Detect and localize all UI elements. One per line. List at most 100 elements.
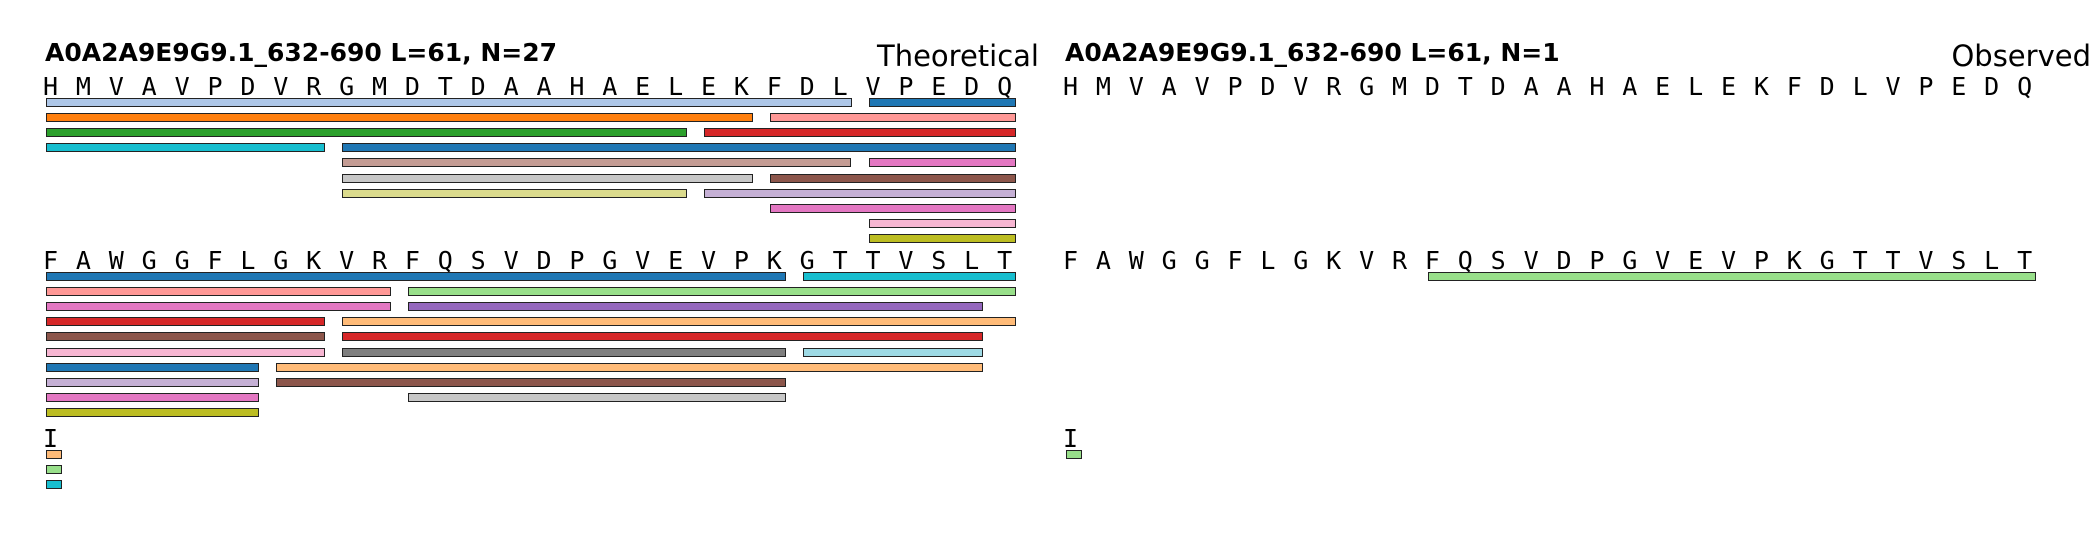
- peptide-bar: [46, 113, 753, 123]
- residue-letter: F: [207, 246, 223, 275]
- peptide-bar: [46, 362, 260, 372]
- peptide-bar: [46, 317, 326, 327]
- peptide-bar: [46, 332, 326, 342]
- residue-letter: T: [2017, 246, 2033, 275]
- residue-letter: S: [1490, 246, 1506, 275]
- residue-letter: H: [42, 72, 59, 101]
- peptide-bar: [342, 188, 687, 198]
- residue-letter: G: [1293, 246, 1309, 275]
- residue-letter: T: [1457, 72, 1473, 101]
- residue-letter: L: [832, 72, 848, 101]
- residue-letter: A: [141, 72, 157, 101]
- residue-letter: E: [668, 246, 684, 275]
- residue-letter: E: [1655, 72, 1671, 101]
- residue-letter: D: [1490, 72, 1506, 101]
- residue-letter: K: [1326, 246, 1342, 275]
- residue-letter: G: [602, 246, 618, 275]
- peptide-bar: [868, 233, 1016, 243]
- residue-letter: G: [1622, 246, 1638, 275]
- residue-letter: D: [1556, 246, 1572, 275]
- residue-letter: V: [1523, 246, 1539, 275]
- peptide-bar: [704, 128, 1016, 138]
- residue-letter: F: [42, 246, 59, 275]
- residue-letter: S: [470, 246, 486, 275]
- residue-letter: F: [1786, 72, 1802, 101]
- residue-letter: E: [700, 72, 717, 101]
- residue-letter: L: [1260, 246, 1276, 275]
- residue-letter: P: [1753, 246, 1769, 275]
- theoretical-panel: A0A2A9E9G9.1_632-690 L=61, N=27 Theoreti…: [42, 38, 1039, 490]
- residue-letter: D: [799, 72, 815, 101]
- residue-letter: A: [1523, 72, 1539, 101]
- residue-letter: W: [1128, 246, 1144, 275]
- residue-letter: A: [1095, 246, 1111, 275]
- residue-letter: D: [536, 246, 552, 275]
- residue-letter: V: [865, 72, 881, 101]
- residue-letter: V: [1655, 246, 1671, 275]
- residue-letter: V: [1359, 246, 1375, 275]
- panel-mode-label: Observed: [1951, 39, 2091, 73]
- residue-letter: L: [1852, 72, 1868, 101]
- residue-letter: A: [1556, 72, 1572, 101]
- residue-letter: T: [1885, 246, 1901, 275]
- residue-letter: F: [1062, 246, 1079, 275]
- residue-letter: V: [1293, 72, 1309, 101]
- peptide-bar: [407, 287, 1016, 297]
- peptide-bar: [46, 143, 326, 153]
- residue-letter: R: [371, 246, 388, 275]
- peptide-bar: [46, 465, 62, 475]
- peptide-bar: [46, 98, 852, 107]
- residue-letter: F: [766, 72, 782, 101]
- residue-letter: L: [240, 246, 256, 275]
- residue-letter: L: [668, 72, 684, 101]
- residue-letter: D: [1819, 72, 1835, 101]
- residue-letter: S: [1951, 246, 1967, 275]
- residue-letter: M: [1391, 72, 1408, 101]
- residue-letter: M: [1095, 72, 1111, 101]
- residue-letter: A: [536, 72, 552, 101]
- residue-letter: H: [1589, 72, 1605, 101]
- residue-letter: Q: [1457, 246, 1473, 275]
- residue-letter: E: [931, 72, 947, 101]
- peptide-bar: [276, 377, 786, 387]
- peptide-bar: [46, 392, 260, 402]
- residue-letter: D: [470, 72, 486, 101]
- peptide-bar: [342, 332, 984, 342]
- residue-letter: R: [1391, 246, 1408, 275]
- residue-letter: E: [635, 72, 651, 101]
- peptide-bar: [704, 188, 1016, 198]
- residue-letter: G: [1161, 246, 1177, 275]
- residue-letter: L: [1688, 72, 1704, 101]
- residue-letter: R: [1326, 72, 1342, 101]
- residue-letter: D: [964, 72, 980, 101]
- residue-letter: V: [1918, 246, 1934, 275]
- residue-letter: G: [141, 246, 157, 275]
- residue-letter: F: [1227, 246, 1243, 275]
- residue-letter: H: [1062, 72, 1079, 101]
- residue-letter: V: [1885, 72, 1901, 101]
- residue-letter: L: [964, 246, 980, 275]
- residue-letter: A: [503, 72, 519, 101]
- residue-letter: K: [733, 72, 749, 101]
- peptide-bar: [46, 287, 391, 297]
- residue-letter: H: [569, 72, 585, 101]
- residue-letter: M: [75, 72, 91, 101]
- residue-letter: F: [1424, 246, 1440, 275]
- residue-letter: T: [997, 246, 1013, 275]
- peptide-bar: [769, 113, 1016, 123]
- residue-letter: G: [273, 246, 289, 275]
- residue-letter: V: [273, 72, 289, 101]
- peptide-bar: [868, 158, 1016, 168]
- residue-letter: V: [503, 246, 519, 275]
- peptide-bar: [407, 302, 984, 312]
- residue-letter: T: [437, 72, 453, 101]
- residue-letter: S: [931, 246, 947, 275]
- peptide-bar: [407, 392, 786, 402]
- peptide-bar: [342, 158, 852, 168]
- residue-letter: V: [1720, 246, 1737, 275]
- residue-letter: G: [1194, 246, 1210, 275]
- residue-letter: K: [1786, 246, 1802, 275]
- residue-letter: V: [635, 246, 651, 275]
- residue-letter: Q: [2017, 72, 2033, 101]
- residue-letter: K: [1753, 72, 1769, 101]
